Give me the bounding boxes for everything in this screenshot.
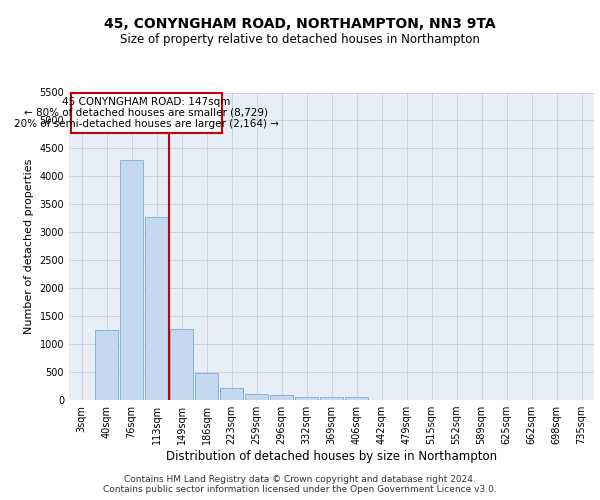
Bar [220,388,243,400]
Text: Contains HM Land Registry data © Crown copyright and database right 2024.: Contains HM Land Registry data © Crown c… [124,475,476,484]
Bar [345,397,368,400]
Bar [170,329,193,400]
FancyBboxPatch shape [71,93,221,133]
Text: 20% of semi-detached houses are larger (2,164) →: 20% of semi-detached houses are larger (… [14,119,278,129]
Bar [120,160,143,400]
X-axis label: Distribution of detached houses by size in Northampton: Distribution of detached houses by size … [166,450,497,463]
Y-axis label: Number of detached properties: Number of detached properties [24,158,34,334]
Bar [270,395,293,400]
Bar [245,394,268,400]
Bar [195,372,218,400]
Text: 45 CONYNGHAM ROAD: 147sqm: 45 CONYNGHAM ROAD: 147sqm [62,97,230,107]
Text: Size of property relative to detached houses in Northampton: Size of property relative to detached ho… [120,32,480,46]
Text: ← 80% of detached houses are smaller (8,729): ← 80% of detached houses are smaller (8,… [24,108,268,118]
Text: Contains public sector information licensed under the Open Government Licence v3: Contains public sector information licen… [103,484,497,494]
Bar [320,397,343,400]
Text: 45, CONYNGHAM ROAD, NORTHAMPTON, NN3 9TA: 45, CONYNGHAM ROAD, NORTHAMPTON, NN3 9TA [104,18,496,32]
Bar [295,396,318,400]
Bar [145,217,168,400]
Bar [95,330,118,400]
